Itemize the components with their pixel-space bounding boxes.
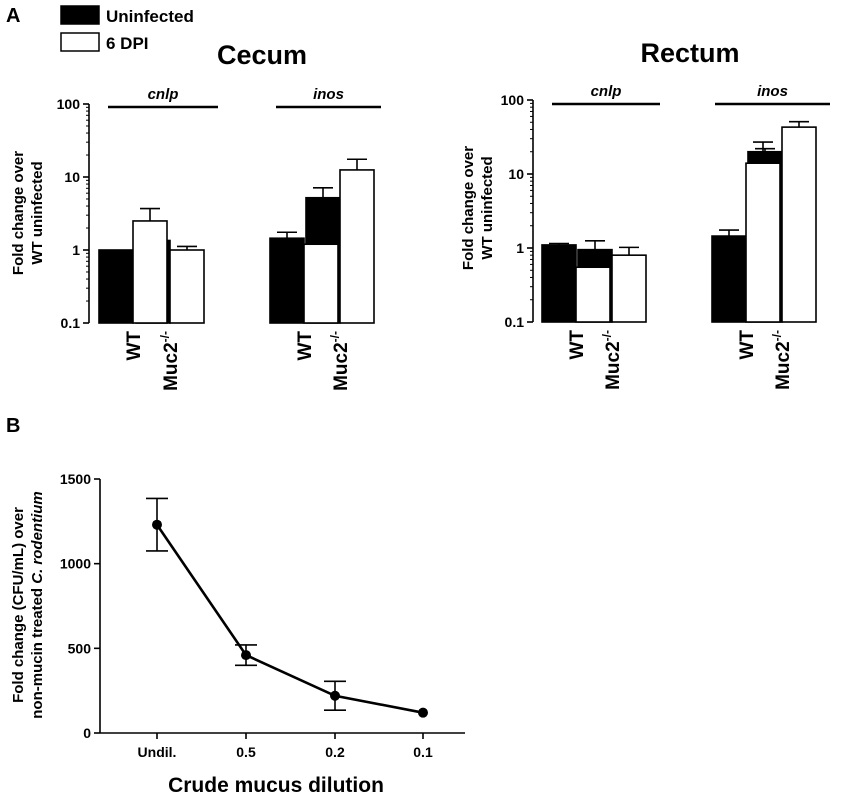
cecum-y-tick-label: 10 xyxy=(64,169,80,185)
cecum-group-label-text: WT xyxy=(295,331,316,361)
legend: Uninfected 6 DPI xyxy=(60,5,194,53)
rectum-group-label: WT xyxy=(737,330,758,360)
dilution-ylabel-line1: Fold change (CFU/mL) over xyxy=(10,507,27,703)
rectum-y-tick-label: 1 xyxy=(516,240,524,256)
cecum-y-tick-label: 1 xyxy=(72,242,80,258)
cecum-group-label: Muc2-/- xyxy=(158,331,182,391)
dilution-series-line xyxy=(155,523,424,714)
rectum-bar xyxy=(711,235,747,323)
dilution-x-tick-label: 0.2 xyxy=(325,744,345,760)
rectum-group-label-text: Muc2 xyxy=(773,341,794,390)
dilution-y-tick-label: 1500 xyxy=(60,471,91,487)
rectum-ylabel-line1: Fold change over xyxy=(460,146,477,270)
dilution-ylabel-line2-italic: C. rodentium xyxy=(29,491,46,584)
dilution-x-tick-label: 0.1 xyxy=(413,744,433,760)
cecum-ylabel-line1: Fold change over xyxy=(10,151,27,275)
rectum-group-label-text: WT xyxy=(737,330,758,360)
dilution-point xyxy=(330,690,340,701)
dilution-ylabel-line2: non-mucin treated C. rodentium xyxy=(29,491,46,719)
cecum-group-label-text: Muc2 xyxy=(161,342,182,391)
dilution-chart: Fold change (CFU/mL) over non-mucin trea… xyxy=(10,471,465,797)
rectum-group-label: Muc2-/- xyxy=(600,330,624,390)
dilution-y-tick-label: 500 xyxy=(68,640,92,656)
rectum-group-label-text: WT xyxy=(567,330,588,360)
rectum-group-label-sup: -/- xyxy=(600,330,614,341)
dilution-xlabel: Crude mucus dilution xyxy=(168,774,384,797)
rectum-group-label-text: Muc2 xyxy=(603,341,624,390)
cecum-group-label-sup: -/- xyxy=(328,331,342,342)
panel-label-a: A xyxy=(6,5,20,27)
rectum-y-tick-label: 100 xyxy=(501,92,525,108)
legend-swatch-6dpi xyxy=(60,32,100,52)
cecum-bar xyxy=(169,249,205,324)
cecum-group-label: WT xyxy=(124,331,145,361)
rectum-bar xyxy=(611,254,647,323)
cecum-bar xyxy=(339,169,375,324)
cecum-group-label-text: WT xyxy=(124,331,145,361)
cecum-bar xyxy=(269,237,305,324)
rectum-bar xyxy=(541,244,577,323)
cecum-chart: Cecum Fold change over WT uninfected 0.1… xyxy=(10,40,381,391)
cecum-group-label-sup: -/- xyxy=(158,331,172,342)
dilution-point xyxy=(418,707,428,718)
cecum-bar xyxy=(132,220,168,324)
legend-label-6dpi: 6 DPI xyxy=(106,34,149,53)
cecum-y-tick-label: 100 xyxy=(57,96,81,112)
cecum-gene-label-inos: inos xyxy=(313,86,344,103)
cecum-group-label-text: Muc2 xyxy=(331,342,352,391)
dilution-point xyxy=(152,519,162,530)
rectum-bar xyxy=(575,266,611,323)
cecum-bar xyxy=(98,249,134,324)
cecum-group-label: WT xyxy=(295,331,316,361)
cecum-bar xyxy=(303,243,339,324)
rectum-ylabel-line2: WT uninfected xyxy=(479,156,496,259)
cecum-y-tick-label: 0.1 xyxy=(61,315,81,331)
dilution-y-tick-label: 0 xyxy=(83,725,91,741)
dilution-x-tick-label: 0.5 xyxy=(236,744,256,760)
rectum-gene-label-cnlp: cnlp xyxy=(591,83,622,100)
rectum-gene-label-inos: inos xyxy=(757,83,788,100)
legend-label-uninfected: Uninfected xyxy=(106,7,194,26)
rectum-bar xyxy=(745,162,781,323)
cecum-ylabel-line2: WT uninfected xyxy=(29,161,46,264)
cecum-gene-label-cnlp: cnlp xyxy=(148,86,179,103)
rectum-title: Rectum xyxy=(640,38,739,68)
dilution-y-tick-label: 1000 xyxy=(60,556,91,572)
panel-label-b: B xyxy=(6,415,20,437)
rectum-y-tick-label: 10 xyxy=(508,166,524,182)
rectum-group-label: Muc2-/- xyxy=(770,330,794,390)
dilution-ylabel-line2-plain: non-mucin treated xyxy=(29,584,46,719)
legend-swatch-uninfected xyxy=(60,5,100,25)
rectum-group-label: WT xyxy=(567,330,588,360)
dilution-point xyxy=(241,650,251,661)
rectum-bar xyxy=(781,126,817,323)
cecum-title: Cecum xyxy=(217,40,307,70)
dilution-x-tick-label: Undil. xyxy=(138,744,177,760)
rectum-y-tick-label: 0.1 xyxy=(505,314,525,330)
rectum-chart: Rectum Fold change over WT uninfected 0.… xyxy=(460,38,830,390)
cecum-group-label: Muc2-/- xyxy=(328,331,352,391)
rectum-group-label-sup: -/- xyxy=(770,330,784,341)
